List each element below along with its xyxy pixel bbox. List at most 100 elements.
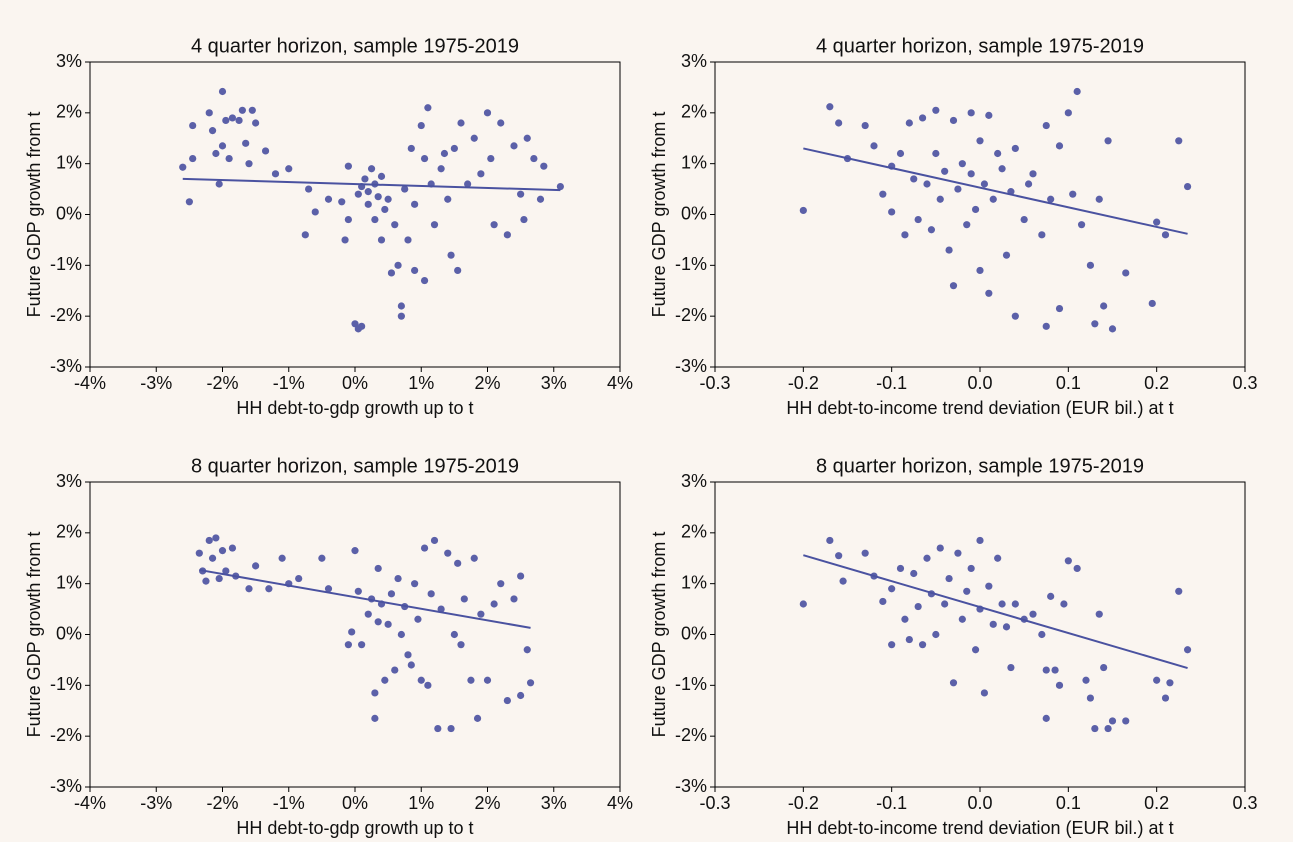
scatter-point bbox=[1108, 717, 1117, 725]
scatter-point bbox=[371, 714, 379, 722]
scatter-point bbox=[1051, 666, 1059, 674]
scatter-point bbox=[430, 536, 439, 545]
scatter-point bbox=[967, 564, 975, 573]
scatter-point bbox=[861, 549, 869, 557]
y-tick-label: -2% bbox=[50, 305, 82, 325]
fit-line bbox=[803, 554, 1188, 670]
x-tick-label: -4% bbox=[74, 373, 106, 393]
x-tick-label: 0.2 bbox=[1144, 793, 1169, 813]
plot-frame bbox=[714, 481, 1246, 788]
scatter-point bbox=[215, 180, 223, 188]
scatter-point bbox=[967, 109, 975, 117]
scatter-point bbox=[374, 564, 382, 573]
scatter-point bbox=[397, 312, 405, 320]
scatter-point bbox=[1086, 694, 1095, 702]
scatter-point bbox=[1091, 724, 1099, 733]
scatter-point bbox=[967, 170, 975, 178]
scatter-point bbox=[344, 641, 352, 649]
scatter-point bbox=[411, 580, 419, 588]
scatter-point bbox=[1020, 215, 1028, 224]
scatter-point bbox=[447, 251, 455, 259]
scatter-point bbox=[245, 160, 253, 168]
scatter-point bbox=[540, 162, 548, 170]
scatter-point bbox=[1011, 312, 1019, 320]
x-tick-label: -0.2 bbox=[788, 793, 819, 813]
x-tick-label: 0.3 bbox=[1232, 793, 1257, 813]
scatter-point bbox=[1161, 694, 1170, 702]
scatter-point bbox=[391, 666, 399, 674]
scatter-point bbox=[265, 585, 273, 593]
scatter-point bbox=[941, 167, 949, 175]
scatter-point bbox=[387, 269, 396, 277]
plot-frame bbox=[89, 481, 621, 788]
scatter-point bbox=[344, 215, 352, 224]
scatter-point bbox=[1038, 231, 1046, 239]
x-tick-label: 2% bbox=[474, 373, 500, 393]
scatter-point bbox=[523, 646, 531, 654]
scatter-point bbox=[1100, 663, 1108, 672]
scatter-point bbox=[1038, 630, 1046, 639]
scatter-point bbox=[437, 605, 445, 613]
scatter-point bbox=[826, 103, 834, 111]
scatter-point bbox=[371, 689, 379, 697]
x-tick-label: 2% bbox=[474, 793, 500, 813]
scatter-point bbox=[918, 114, 927, 122]
scatter-point bbox=[407, 661, 415, 669]
scatter-point bbox=[411, 200, 419, 208]
scatter-point bbox=[1024, 180, 1033, 188]
y-tick-label: 3% bbox=[681, 51, 707, 71]
scatter-point bbox=[397, 630, 405, 639]
scatter-point bbox=[341, 236, 349, 244]
scatter-point bbox=[976, 536, 984, 545]
scatter-point bbox=[985, 111, 993, 119]
scatter-point bbox=[980, 689, 989, 697]
scatter-point bbox=[364, 200, 372, 208]
scatter-point bbox=[444, 549, 452, 557]
scatter-point bbox=[238, 106, 246, 114]
scatter-point bbox=[1108, 325, 1117, 333]
x-tick-label: 0% bbox=[342, 373, 368, 393]
scatter-point bbox=[205, 109, 213, 117]
x-tick-label: -2% bbox=[206, 373, 238, 393]
chart-title: 8 quarter horizon, sample 1975-2019 bbox=[191, 455, 519, 477]
scatter-point bbox=[225, 154, 233, 163]
scatter-point bbox=[835, 552, 843, 560]
scatter-point bbox=[826, 536, 834, 545]
scatter-point bbox=[1148, 299, 1156, 308]
y-tick-label: 1% bbox=[681, 572, 707, 592]
scatter-point bbox=[215, 574, 223, 583]
scatter-point bbox=[470, 554, 478, 562]
y-tick-label: 2% bbox=[681, 522, 707, 542]
y-tick-label: -3% bbox=[50, 776, 82, 796]
x-tick-label: -0.1 bbox=[876, 373, 907, 393]
scatter-point bbox=[344, 162, 352, 170]
x-tick-label: 1% bbox=[408, 793, 434, 813]
scatter-point bbox=[910, 175, 918, 183]
scatter-point bbox=[1047, 592, 1055, 600]
scatter-point bbox=[185, 198, 193, 206]
scatter-point bbox=[460, 595, 468, 603]
scatter-point bbox=[1086, 261, 1095, 269]
scatter-point bbox=[467, 676, 475, 684]
scatter-point bbox=[212, 534, 220, 542]
scatter-point bbox=[1069, 190, 1077, 198]
scatter-point bbox=[556, 182, 564, 191]
scatter-point bbox=[377, 172, 386, 180]
scatter-point bbox=[447, 724, 455, 733]
scatter-point bbox=[976, 137, 984, 145]
scatter-point bbox=[401, 185, 409, 193]
scatter-point bbox=[941, 600, 949, 608]
scatter-point bbox=[1002, 623, 1011, 631]
scatter-point bbox=[879, 597, 887, 606]
scatter-point bbox=[311, 208, 319, 216]
y-tick-label: -1% bbox=[50, 254, 82, 274]
scatter-point bbox=[487, 154, 495, 163]
scatter-point bbox=[918, 641, 927, 649]
scatter-point bbox=[1029, 610, 1037, 618]
scatter-point bbox=[910, 569, 918, 578]
scatter-point bbox=[440, 149, 449, 158]
scatter-point bbox=[404, 651, 412, 659]
scatter-point bbox=[1042, 714, 1050, 722]
scatter-point bbox=[936, 544, 944, 552]
y-tick-label: 3% bbox=[56, 471, 82, 491]
